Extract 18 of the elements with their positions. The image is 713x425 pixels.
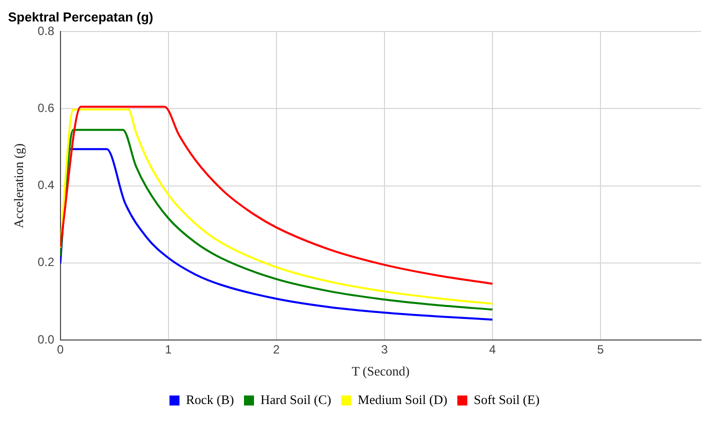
y-tick-label: 0.0 — [38, 332, 55, 346]
legend-label: Medium Soil (D) — [358, 392, 448, 407]
legend-label: Soft Soil (E) — [474, 392, 540, 407]
y-tick-label: 0.8 — [38, 24, 55, 38]
x-tick-label: 4 — [489, 342, 496, 357]
legend-label: Hard Soil (C) — [260, 392, 332, 407]
y-axis-title: Acceleration (g) — [11, 143, 26, 228]
y-tick-label: 0.6 — [38, 101, 55, 116]
x-tick-label: 3 — [381, 342, 388, 357]
x-axis-title: T (Second) — [352, 364, 410, 379]
y-tick-label: 0.4 — [38, 178, 55, 192]
x-tick-label: 2 — [273, 342, 280, 357]
y-tick-label: 0.2 — [38, 255, 55, 270]
x-tick-label: 5 — [597, 342, 604, 357]
chart-title: Spektral Percepatan (g) — [8, 9, 154, 24]
x-tick-label: 1 — [164, 342, 172, 357]
x-tick-label: 0 — [56, 342, 64, 357]
legend-label: Rock (B) — [186, 392, 234, 407]
